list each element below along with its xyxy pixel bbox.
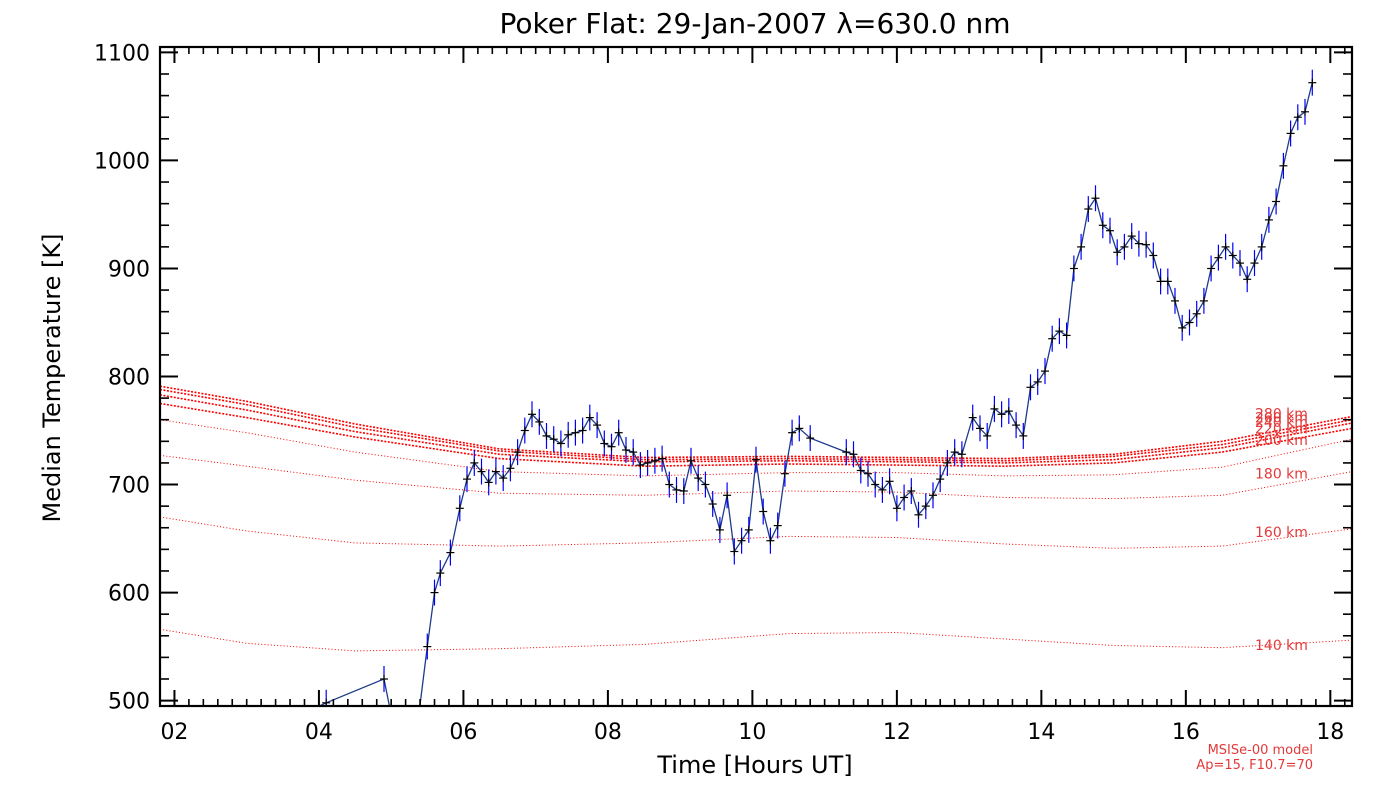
model-curve-160-km [159,516,1353,549]
measurement-series [317,69,1317,706]
model-note-line-1: MSISe-00 model [1208,743,1313,758]
y-tick-label: 900 [108,257,150,282]
y-tick-label: 600 [108,582,150,607]
x-axis-label: Time [Hours UT] [656,751,852,779]
temperature-line [317,82,1313,706]
x-tick-label: 14 [1027,720,1055,745]
model-curve-label: 280 km [1255,407,1308,423]
plot-frame [158,45,1354,708]
model-curve-220-km [159,402,1353,468]
x-tick-label: 08 [594,720,622,745]
model-curve-label: 260 km [1255,411,1308,427]
y-axis-label: Median Temperature [K] [38,233,66,522]
x-tick-label: 18 [1316,720,1344,745]
x-tick-label: 02 [160,720,188,745]
model-curve-label: 180 km [1255,467,1308,483]
y-tick-label: 800 [108,366,150,391]
y-tick-label: 500 [108,690,150,715]
model-curve-240-km [159,394,1353,464]
x-tick-label: 06 [449,720,477,745]
model-curve-label: 140 km [1255,638,1308,654]
model-curves [159,385,1353,652]
chart-title: Poker Flat: 29-Jan-2007 λ=630.0 nm [499,7,1010,40]
model-curve-140-km [159,628,1353,652]
model-curve-label: 220 km [1255,421,1308,437]
x-tick-label: 04 [305,720,333,745]
model-curve-260-km [159,388,1353,462]
y-tick-label: 700 [108,474,150,499]
y-tick-label: 1100 [94,41,150,66]
model-curve-180-km [159,454,1353,500]
axes: 02 04 06 08 10 12 14 16 18 500 600 700 800 900 1000 110… [94,41,1354,745]
model-curve-label: 200 km [1255,433,1308,449]
series-group [317,69,1317,706]
model-curve-label: 240 km [1255,415,1308,431]
x-tick-label: 12 [883,720,911,745]
y-tick-label: 1000 [94,149,150,174]
model-note-line-2: Ap=15, F10.7=70 [1196,758,1313,773]
x-tick-label: 10 [738,720,766,745]
x-tick-label: 16 [1172,720,1200,745]
model-curve-label: 160 km [1255,525,1308,541]
